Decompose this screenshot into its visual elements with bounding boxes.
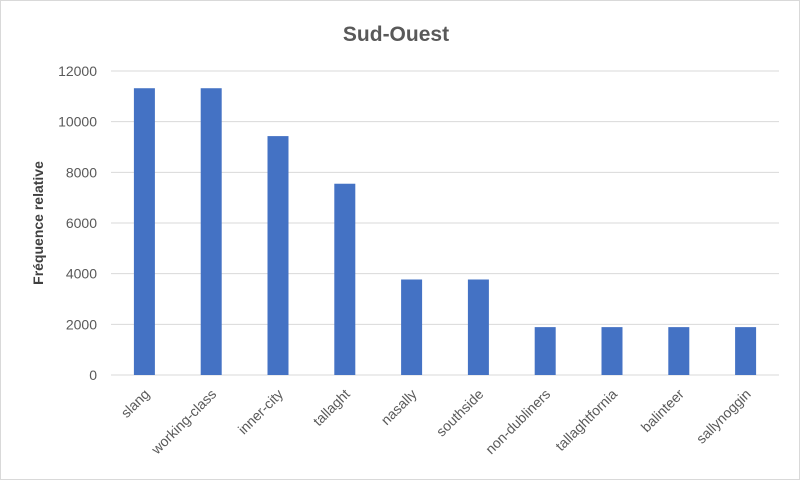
- y-tick-label: 2000: [66, 316, 97, 332]
- bar: [735, 327, 757, 375]
- bar: [467, 279, 489, 375]
- y-axis-title: Fréquence relative: [30, 161, 46, 285]
- y-tick-label: 10000: [58, 114, 97, 130]
- bar: [534, 327, 556, 375]
- x-tick-label: inner-city: [235, 386, 286, 437]
- bar: [401, 279, 423, 375]
- y-tick-label: 6000: [66, 215, 97, 231]
- bar: [267, 136, 289, 375]
- bar: [601, 327, 623, 375]
- x-tick-label: tallaghtfornia: [552, 386, 620, 454]
- x-tick-label: working-class: [147, 386, 219, 458]
- bar: [668, 327, 690, 375]
- x-tick-label: nasally: [378, 386, 420, 428]
- y-axis-ticks: 0 2000 4000 6000 8000 10000 12000: [58, 63, 97, 383]
- x-tick-label: non-dubliners: [482, 386, 553, 457]
- y-tick-label: 0: [89, 367, 97, 383]
- chart-title: Sud-Ouest: [343, 23, 449, 46]
- x-tick-label: southside: [433, 386, 487, 440]
- x-tick-label: tallaght: [310, 386, 353, 429]
- gridlines: [111, 70, 779, 376]
- x-tick-label: slang: [118, 386, 153, 421]
- x-tick-label: balinteer: [638, 386, 688, 436]
- bar: [334, 183, 356, 375]
- x-tick-label: sallynoggin: [693, 386, 754, 447]
- bars: [133, 88, 757, 375]
- bar: [133, 88, 155, 375]
- y-tick-label: 12000: [58, 63, 97, 79]
- bar: [200, 88, 222, 375]
- y-tick-label: 8000: [66, 164, 97, 180]
- y-tick-label: 4000: [66, 266, 97, 282]
